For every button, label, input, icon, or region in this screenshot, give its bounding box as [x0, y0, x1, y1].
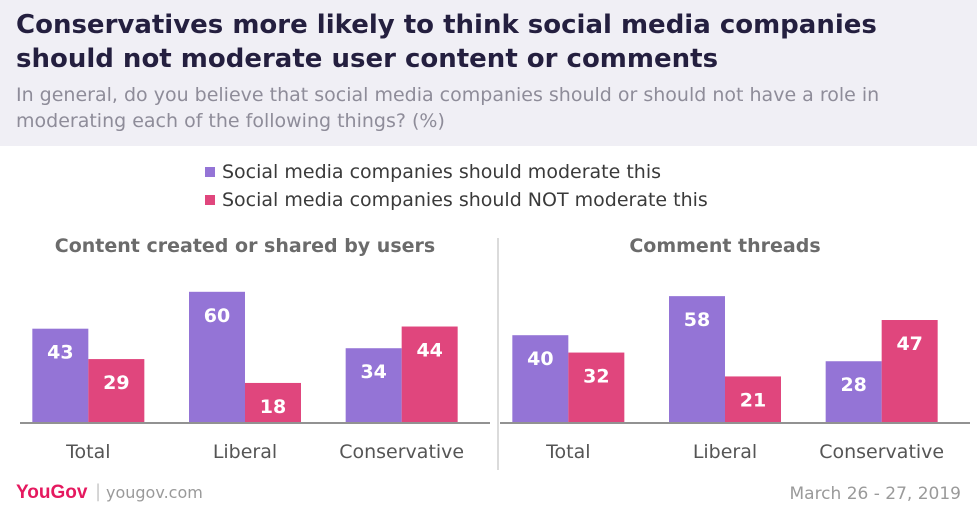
bar [825, 361, 882, 422]
bar [245, 382, 301, 422]
footer-url: yougov.com [106, 483, 203, 502]
bar [32, 328, 89, 422]
legend-item-moderate: Social media companies should moderate t… [205, 158, 708, 186]
bar [88, 359, 145, 422]
data-label: 60 [204, 305, 230, 327]
x-tick-label: Liberal [693, 441, 757, 463]
data-label: 32 [583, 366, 609, 388]
legend-label-not-moderate: Social media companies should NOT modera… [222, 189, 708, 211]
legend-label-moderate: Social media companies should moderate t… [222, 161, 661, 183]
data-label: 29 [103, 372, 129, 394]
x-tick-label: Total [545, 441, 590, 463]
bar-chart: Content created or shared by users 43 29 To… [20, 235, 970, 470]
panel-title: Comment threads [629, 235, 820, 257]
x-tick-label: Liberal [213, 441, 277, 463]
bar [568, 352, 625, 422]
data-label: 34 [360, 361, 386, 383]
survey-date: March 26 - 27, 2019 [789, 484, 961, 504]
data-label: 47 [896, 333, 922, 355]
data-label: 28 [840, 374, 866, 396]
legend-swatch-not-moderate [205, 195, 215, 205]
legend-item-not-moderate: Social media companies should NOT modera… [205, 186, 708, 214]
bar [881, 320, 938, 422]
panel-title: Content created or shared by users [55, 235, 435, 257]
bar [725, 376, 781, 422]
bar [401, 326, 458, 422]
chart-legend: Social media companies should moderate t… [205, 158, 708, 214]
yougov-logo: YouGov [16, 482, 88, 503]
bar [345, 348, 402, 422]
x-tick-label: Conservative [819, 441, 944, 463]
legend-swatch-moderate [205, 167, 215, 177]
footer-separator: | [95, 481, 102, 502]
bar [189, 291, 245, 422]
data-label: 21 [740, 389, 766, 411]
data-label: 18 [260, 396, 286, 418]
bar [512, 335, 569, 422]
chart-title: Conservatives more likely to think socia… [16, 10, 877, 74]
x-tick-label: Conservative [339, 441, 464, 463]
chart-header: Conservatives more likely to think socia… [0, 0, 977, 146]
data-label: 40 [527, 348, 553, 370]
data-label: 43 [47, 342, 73, 364]
bar [669, 296, 725, 422]
x-tick-label: Total [65, 441, 110, 463]
data-label: 44 [416, 340, 442, 362]
chart-subtitle: In general, do you believe that social m… [16, 84, 880, 132]
data-label: 58 [684, 309, 710, 331]
